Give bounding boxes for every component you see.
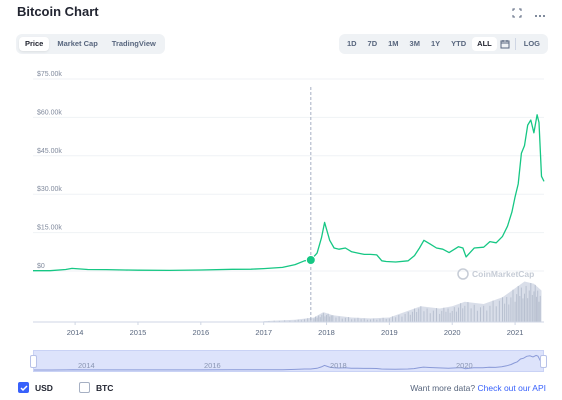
range-7d[interactable]: 7D <box>367 39 378 48</box>
api-prefix: Want more data? <box>410 382 476 393</box>
watermark-text: CoinMarketCap <box>472 269 534 279</box>
usd-label: USD <box>35 382 53 393</box>
range-3m[interactable]: 3M <box>409 39 420 48</box>
page-title: Bitcoin Chart <box>17 4 99 19</box>
y-tick-label: $15.00k <box>37 225 62 232</box>
price-line <box>33 114 545 272</box>
y-tick-label: $75.00k <box>37 71 62 78</box>
hover-point <box>305 254 316 265</box>
calendar-icon[interactable] <box>498 37 512 51</box>
range-1y[interactable]: 1Y <box>430 39 441 48</box>
range-1m[interactable]: 1M <box>388 39 399 48</box>
tab-tradingview[interactable]: TradingView <box>111 39 156 48</box>
y-tick-label: $30.00k <box>37 186 62 193</box>
log-toggle[interactable]: LOG <box>523 39 540 48</box>
price-chart[interactable]: $0 $15.00k $30.00k $45.00k $60.00k $75.00k Coi… <box>0 60 562 350</box>
chart-footer: USD BTC Want more data? Check out our AP… <box>18 382 546 393</box>
navigator-left-handle[interactable] <box>30 355 37 368</box>
chart-type-tabs: Price Market Cap TradingView <box>16 34 165 54</box>
api-promo: Want more data? Check out our API <box>410 383 546 393</box>
checkbox-unchecked-icon <box>78 382 90 393</box>
navigator-right-handle[interactable] <box>540 355 547 368</box>
api-link[interactable]: Check out our API <box>477 382 546 393</box>
range-navigator[interactable]: 2014 2016 2018 2020 <box>30 350 547 372</box>
range-ytd[interactable]: YTD <box>451 39 467 48</box>
top-actions <box>512 8 546 21</box>
btc-checkbox[interactable]: BTC <box>78 382 114 393</box>
usd-checkbox[interactable]: USD <box>18 382 53 393</box>
x-tick-label: 2015 <box>130 328 147 337</box>
range-all[interactable]: ALL <box>472 37 497 51</box>
x-tick-label: 2020 <box>444 328 461 337</box>
range-1d[interactable]: 1D <box>346 39 357 48</box>
y-tick-label: $45.00k <box>37 148 62 155</box>
y-tick-label: $60.00k <box>37 109 62 116</box>
navigator-label: 2016 <box>204 361 221 370</box>
range-divider <box>514 38 516 50</box>
y-tick-label: $0 <box>37 263 45 270</box>
x-tick-label: 2019 <box>381 328 398 337</box>
x-tick-label: 2014 <box>67 328 84 337</box>
navigator-label: 2014 <box>78 361 95 370</box>
checkbox-checked-icon <box>18 382 29 393</box>
x-tick-label: 2018 <box>318 328 335 337</box>
navigator-label: 2018 <box>330 361 347 370</box>
volume-area <box>263 281 542 322</box>
navigator-label: 2020 <box>456 361 473 370</box>
more-icon[interactable] <box>534 9 546 21</box>
navigator-line <box>34 354 543 371</box>
x-tick-label: 2016 <box>192 328 209 337</box>
x-tick-label: 2017 <box>255 328 272 337</box>
range-selector: 1D 7D 1M 3M 1Y YTD ALL LOG <box>338 34 548 54</box>
btc-label: BTC <box>95 382 114 393</box>
coinmarketcap-logo-icon <box>457 268 469 280</box>
navigator-preview <box>34 354 543 371</box>
x-tick-label: 2021 <box>507 328 524 337</box>
tab-market-cap[interactable]: Market Cap <box>57 39 98 48</box>
tab-price[interactable]: Price <box>19 37 50 51</box>
fullscreen-icon[interactable] <box>512 8 522 21</box>
